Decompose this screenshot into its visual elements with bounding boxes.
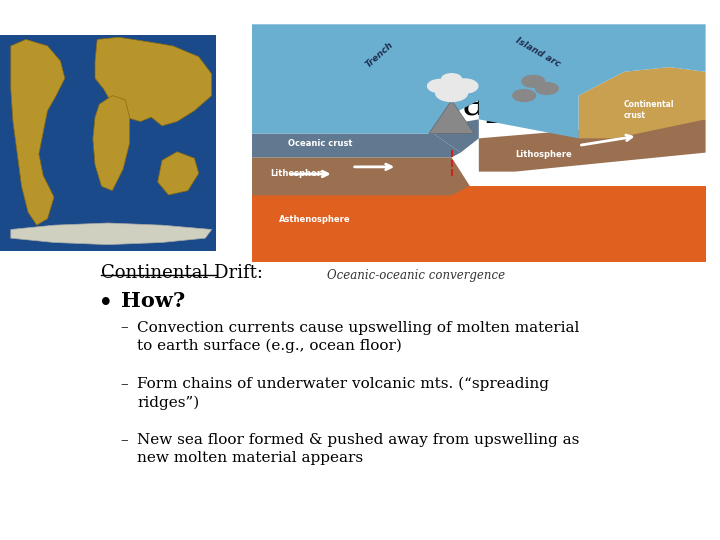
Circle shape: [436, 85, 467, 102]
Text: •: •: [99, 292, 114, 318]
Circle shape: [522, 76, 544, 87]
Polygon shape: [252, 133, 461, 157]
Text: How?: How?: [121, 292, 185, 312]
Circle shape: [441, 74, 462, 84]
Polygon shape: [11, 39, 65, 225]
Polygon shape: [252, 186, 706, 262]
Polygon shape: [95, 37, 212, 126]
Circle shape: [536, 83, 558, 94]
Text: Asthenosphere: Asthenosphere: [279, 214, 351, 224]
Text: –: –: [121, 433, 128, 447]
Polygon shape: [158, 152, 199, 195]
Circle shape: [451, 79, 478, 93]
Polygon shape: [579, 67, 706, 138]
Text: Continental Drift:: Continental Drift:: [101, 265, 264, 282]
Text: Trench: Trench: [364, 40, 395, 70]
Polygon shape: [93, 96, 130, 191]
Polygon shape: [433, 119, 479, 153]
Text: Lithosphere: Lithosphere: [515, 151, 572, 159]
Text: New sea floor formed & pushed away from upswelling as
new molten material appear: New sea floor formed & pushed away from …: [138, 433, 580, 465]
Polygon shape: [479, 119, 706, 172]
Text: Island arc: Island arc: [514, 36, 562, 69]
Text: Continental
crust: Continental crust: [624, 100, 675, 119]
Polygon shape: [252, 24, 706, 138]
Polygon shape: [252, 157, 469, 195]
Polygon shape: [429, 100, 474, 133]
Polygon shape: [11, 223, 212, 245]
Text: Lithosphere: Lithosphere: [270, 170, 327, 179]
Circle shape: [513, 90, 536, 102]
Text: Form chains of underwater volcanic mts. (“spreading
ridges”): Form chains of underwater volcanic mts. …: [138, 377, 549, 410]
Text: –: –: [121, 377, 128, 390]
Text: Zoogeography: Zoogeography: [274, 85, 558, 123]
Circle shape: [428, 79, 453, 93]
Text: –: –: [121, 321, 128, 334]
Text: Oceanic crust: Oceanic crust: [288, 139, 353, 147]
Text: Convection currents cause upswelling of molten material
to earth surface (e.g., : Convection currents cause upswelling of …: [138, 321, 580, 354]
Text: Oceanic-oceanic convergence: Oceanic-oceanic convergence: [328, 269, 505, 282]
